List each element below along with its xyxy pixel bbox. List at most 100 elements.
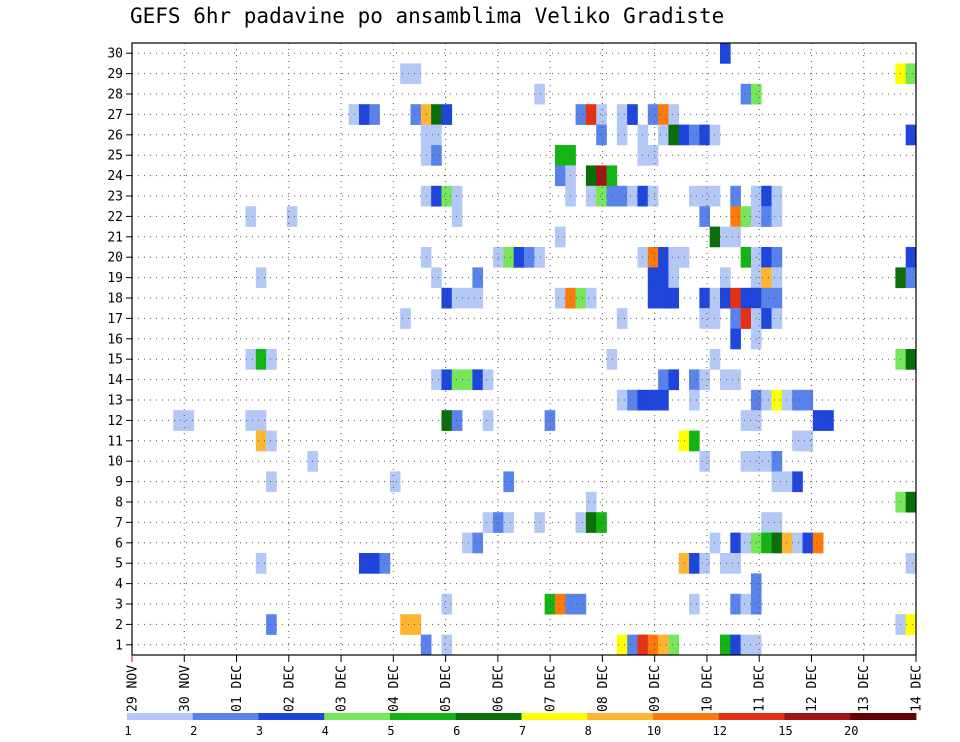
x-tick-label: 09 DEC — [648, 665, 663, 712]
heatmap-cell — [689, 185, 700, 207]
colorbar-swatch — [258, 713, 325, 720]
heatmap-cell — [503, 471, 514, 493]
heatmap-cell — [720, 43, 731, 64]
heatmap-cell — [596, 185, 607, 207]
heatmap-cell — [658, 124, 669, 146]
heatmap-cell — [245, 349, 257, 370]
heatmap-cell — [266, 614, 277, 635]
heatmap-cell — [585, 512, 597, 533]
y-tick-label: 2 — [115, 618, 123, 633]
heatmap-cell — [730, 185, 741, 207]
y-tick-label: 16 — [107, 332, 123, 347]
heatmap-cell — [554, 593, 566, 615]
heatmap-cell — [658, 634, 669, 656]
y-tick-label: 1 — [115, 638, 123, 653]
heatmap-cell — [905, 247, 917, 268]
heatmap-cell — [771, 389, 783, 411]
colorbar-label: 4 — [322, 724, 329, 738]
heatmap-cell — [410, 614, 422, 635]
heatmap-cell — [482, 512, 494, 533]
heatmap-cell — [730, 308, 741, 329]
heatmap-cell — [771, 512, 783, 533]
heatmap-cell — [658, 267, 669, 289]
heatmap-cell — [400, 614, 411, 635]
y-tick-label: 14 — [107, 373, 123, 388]
heatmap-cell — [689, 389, 700, 411]
heatmap-cell — [585, 104, 597, 125]
heatmap-cell — [647, 145, 659, 166]
heatmap-cell — [740, 247, 752, 268]
heatmap-cell — [606, 185, 618, 207]
heatmap-cell — [740, 634, 752, 656]
heatmap-cell — [658, 369, 669, 391]
heatmap-cell — [668, 104, 680, 125]
heatmap-cell — [792, 389, 803, 411]
heatmap-cell — [905, 614, 917, 635]
x-tick-label: 02 DEC — [282, 665, 297, 712]
heatmap-cell — [575, 104, 587, 125]
heatmap-cell — [771, 185, 783, 207]
heatmap-cell — [369, 553, 380, 574]
heatmap-cell — [761, 308, 772, 329]
y-tick-label: 27 — [107, 108, 123, 123]
x-tick-label: 06 DEC — [491, 665, 506, 712]
heatmap-cell — [534, 512, 545, 533]
heatmap-cell — [689, 124, 700, 146]
heatmap-cell — [534, 83, 545, 105]
heatmap-cell — [771, 287, 783, 309]
colorbar-swatch — [653, 713, 720, 720]
heatmap-cell — [781, 389, 793, 411]
y-tick-label: 21 — [107, 230, 123, 245]
heatmap-cell — [627, 185, 638, 207]
heatmap-cell — [771, 451, 783, 472]
heatmap-cell — [720, 369, 731, 391]
colorbar-label: 20 — [844, 724, 858, 738]
y-tick-label: 15 — [107, 353, 123, 368]
heatmap-cell — [255, 430, 267, 452]
heatmap-cell — [905, 124, 917, 146]
heatmap-cell — [596, 165, 607, 187]
heatmap-cell — [730, 369, 741, 391]
heatmap-cell — [647, 247, 659, 268]
heatmap-cell — [730, 593, 741, 615]
colorbar-swatch — [455, 713, 522, 720]
x-tick-label: 04 DEC — [387, 665, 402, 712]
heatmap-cell — [761, 451, 772, 472]
heatmap-cell — [905, 491, 917, 513]
heatmap-cell — [647, 104, 659, 125]
heatmap-cell — [183, 410, 195, 431]
x-tick-label: 30 NOV — [178, 665, 193, 712]
heatmap-cell — [720, 634, 731, 656]
heatmap-cell — [812, 532, 824, 554]
heatmap-cell — [596, 512, 607, 533]
heatmap-cell — [740, 308, 752, 329]
heatmap-cell — [441, 593, 453, 615]
colorbar-label: 2 — [190, 724, 197, 738]
heatmap-cell — [689, 593, 700, 615]
heatmap-cell — [740, 532, 752, 554]
colorbar-swatch — [192, 713, 259, 720]
heatmap-cell — [699, 185, 710, 207]
x-tick-label: 29 NOV — [126, 665, 141, 712]
heatmap-cell — [627, 389, 638, 411]
heatmap-cell — [245, 206, 257, 227]
heatmap-cell — [585, 287, 597, 309]
heatmap-cell — [771, 206, 783, 227]
heatmap-cell — [596, 104, 607, 125]
heatmap-cell — [668, 267, 680, 289]
y-tick-label: 30 — [107, 47, 123, 62]
colorbar-label: 5 — [387, 724, 394, 738]
heatmap-cell — [699, 308, 710, 329]
heatmap-cell — [431, 145, 442, 166]
colorbar-label: 6 — [453, 724, 460, 738]
heatmap-cell — [554, 287, 566, 309]
heatmap-cell — [575, 512, 587, 533]
heatmap-cell — [554, 226, 566, 248]
heatmap-cell — [410, 63, 422, 85]
heatmap-cell — [585, 185, 597, 207]
heatmap-cell — [431, 185, 442, 207]
heatmap-cell — [761, 512, 772, 533]
heatmap-cell — [627, 104, 638, 125]
heatmap-cell — [482, 369, 494, 391]
heatmap-cell — [575, 287, 587, 309]
